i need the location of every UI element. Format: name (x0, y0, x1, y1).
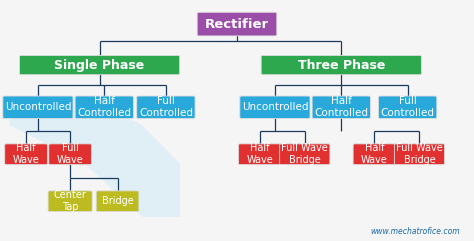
FancyBboxPatch shape (48, 191, 92, 212)
FancyBboxPatch shape (49, 144, 91, 165)
Text: Uncontrolled: Uncontrolled (5, 102, 71, 112)
Text: Center
Tap: Center Tap (54, 190, 87, 212)
Text: Single Phase: Single Phase (55, 59, 145, 72)
Text: Three Phase: Three Phase (298, 59, 385, 72)
FancyBboxPatch shape (394, 144, 445, 165)
FancyBboxPatch shape (280, 144, 330, 165)
FancyBboxPatch shape (19, 55, 180, 75)
FancyBboxPatch shape (5, 144, 47, 165)
Text: Full
Controlled: Full Controlled (381, 96, 435, 118)
Text: Half
Controlled: Half Controlled (314, 96, 368, 118)
FancyBboxPatch shape (3, 96, 73, 118)
Text: Bridge: Bridge (102, 196, 133, 206)
Text: Full Wave
Bridge: Full Wave Bridge (282, 143, 328, 165)
Text: Uncontrolled: Uncontrolled (242, 102, 308, 112)
FancyBboxPatch shape (312, 96, 370, 118)
Polygon shape (9, 96, 180, 217)
Text: Half
Controlled: Half Controlled (77, 96, 131, 118)
FancyBboxPatch shape (378, 96, 437, 118)
FancyBboxPatch shape (96, 191, 139, 212)
Text: Half
Wave: Half Wave (361, 143, 388, 165)
FancyBboxPatch shape (240, 96, 310, 118)
FancyBboxPatch shape (261, 55, 421, 75)
FancyBboxPatch shape (353, 144, 396, 165)
Text: Half
Wave: Half Wave (13, 143, 39, 165)
Text: www.mechatrofice.com: www.mechatrofice.com (370, 227, 460, 236)
FancyBboxPatch shape (75, 96, 133, 118)
Text: Full Wave
Bridge: Full Wave Bridge (396, 143, 443, 165)
FancyBboxPatch shape (137, 96, 195, 118)
Text: Half
Wave: Half Wave (246, 143, 273, 165)
Text: Full
Wave: Full Wave (57, 143, 83, 165)
FancyBboxPatch shape (197, 12, 277, 36)
FancyBboxPatch shape (238, 144, 281, 165)
Text: Full
Controlled: Full Controlled (139, 96, 193, 118)
Text: Rectifier: Rectifier (205, 18, 269, 31)
